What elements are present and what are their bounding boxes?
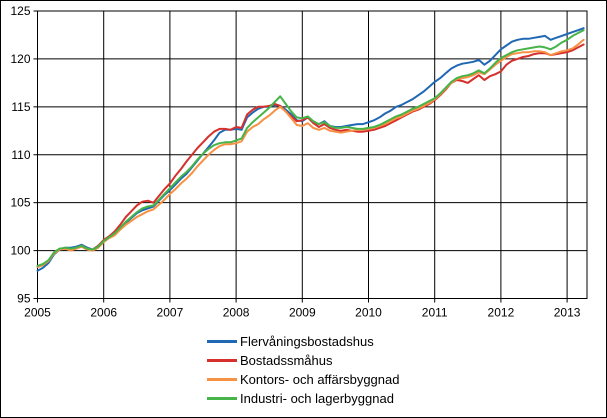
y-tick-label: 100 xyxy=(10,244,30,258)
x-tick-label: 2012 xyxy=(488,306,515,320)
series-line-Kontors- och affärsbyggnad xyxy=(36,38,585,268)
y-tick-label: 95 xyxy=(17,292,31,306)
x-tick-label: 2011 xyxy=(422,306,448,320)
legend-label: Flervåningsbostadshus xyxy=(240,334,374,349)
chart-plot-area: 95 100 105 110 115 120 125 2005 2006 2007 2008 2009… xyxy=(10,4,588,320)
y-tick-label: 110 xyxy=(11,148,30,162)
x-tick-label: 2006 xyxy=(90,306,117,320)
x-tick-label: 2009 xyxy=(289,306,316,320)
y-tick-label: 120 xyxy=(10,52,30,66)
legend-label: Kontors- och affärsbyggnad xyxy=(240,372,400,387)
legend-item-industri-och-lagerbyggnad: Industri- och lagerbyggnad xyxy=(207,389,399,408)
series-line-Flervåningsbostadshus xyxy=(36,27,585,272)
legend-line-swatch xyxy=(207,340,237,343)
legend-item-kontors-och-affarsbyggnad: Kontors- och affärsbyggnad xyxy=(207,370,399,389)
legend-line-swatch xyxy=(207,359,237,362)
legend-item-bostadssmahus: Bostadssmåhus xyxy=(207,351,399,370)
x-tick-label: 2008 xyxy=(223,306,250,320)
y-tick-label: 115 xyxy=(11,100,30,114)
chart-legend: Flervåningsbostadshus Bostadssmåhus Kont… xyxy=(207,332,399,408)
x-tick-label: 2007 xyxy=(157,306,184,320)
y-tick-label: 105 xyxy=(10,196,30,210)
series-line-Bostadssmåhus xyxy=(36,43,585,268)
x-tick-label: 2010 xyxy=(355,306,382,320)
legend-line-swatch xyxy=(207,397,237,400)
legend-label: Industri- och lagerbyggnad xyxy=(240,391,394,406)
series-line-Industri- och lagerbyggnad xyxy=(36,29,585,267)
x-tick-label: 2013 xyxy=(554,306,581,320)
legend-label: Bostadssmåhus xyxy=(240,353,333,368)
x-tick-label: 2005 xyxy=(24,306,51,320)
legend-item-flervaningsbostadshus: Flervåningsbostadshus xyxy=(207,332,399,351)
y-tick-label: 125 xyxy=(10,4,30,18)
legend-line-swatch xyxy=(207,378,237,381)
